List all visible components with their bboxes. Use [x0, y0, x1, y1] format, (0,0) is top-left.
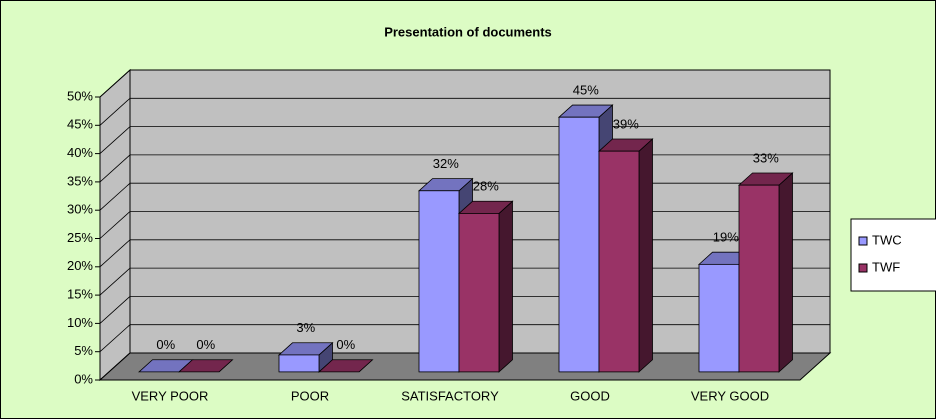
y-tick-label: 35%: [67, 173, 93, 188]
bar-side: [778, 172, 793, 373]
bar: [558, 116, 600, 373]
bar: [278, 354, 320, 373]
legend-label: TWF: [872, 259, 900, 274]
bar: [418, 190, 460, 373]
y-tick-label: 15%: [67, 287, 93, 302]
value-label: 0%: [156, 337, 175, 352]
y-tick-label: 50%: [67, 88, 93, 103]
chart-title: Presentation of documents: [384, 24, 552, 39]
value-label: 45%: [573, 82, 599, 97]
value-label: 32%: [433, 156, 459, 171]
grid-line: [99, 69, 830, 98]
value-label: 0%: [196, 337, 215, 352]
bar: [698, 263, 740, 373]
y-tick-label: 30%: [67, 202, 93, 217]
y-tick-label: 0%: [74, 371, 93, 386]
value-label: 0%: [336, 337, 355, 352]
bar-top: [317, 359, 374, 373]
bar-side: [638, 138, 653, 373]
bar: [738, 184, 780, 373]
value-label: 33%: [753, 150, 779, 165]
legend: [850, 218, 936, 292]
x-tick-label: SATISFACTORY: [401, 388, 499, 403]
bar-top: [177, 359, 234, 373]
x-tick-label: GOOD: [570, 388, 610, 403]
y-tick-label: 25%: [67, 230, 93, 245]
y-tick-label: 5%: [74, 343, 93, 358]
x-tick-label: VERY GOOD: [691, 388, 769, 403]
value-label: 28%: [473, 179, 499, 194]
x-tick-label: VERY POOR: [132, 388, 209, 403]
value-label: 39%: [613, 116, 639, 131]
y-tick-label: 45%: [67, 117, 93, 132]
bar: [598, 150, 640, 373]
value-label: 3%: [296, 320, 315, 335]
legend-swatch: [858, 236, 868, 246]
y-tick-label: 40%: [67, 145, 93, 160]
legend-swatch: [858, 263, 868, 273]
grid-line: [99, 97, 830, 126]
bar-side: [498, 200, 513, 373]
y-tick-label: 10%: [67, 315, 93, 330]
value-label: 19%: [713, 230, 739, 245]
y-tick-label: 20%: [67, 258, 93, 273]
bar: [458, 213, 500, 373]
x-tick-label: POOR: [291, 388, 329, 403]
legend-label: TWC: [872, 232, 902, 247]
